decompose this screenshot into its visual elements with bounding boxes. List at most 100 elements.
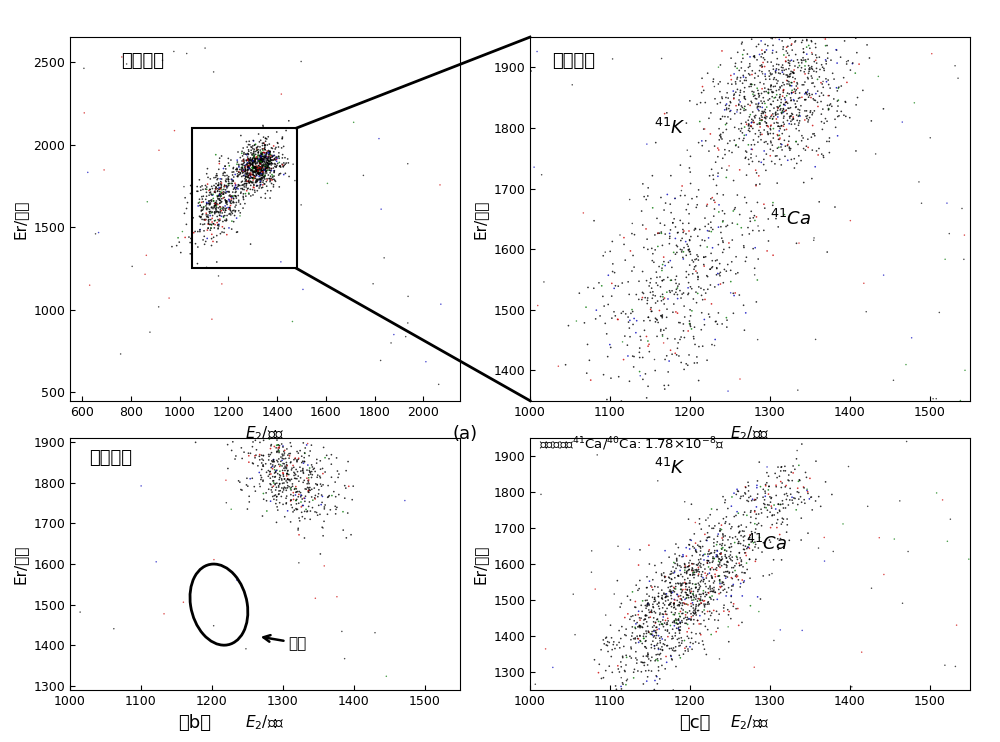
- Point: [228, 190, 244, 202]
- Point: [674, 578, 690, 590]
- Point: [688, 603, 704, 614]
- Point: [623, 402, 639, 414]
- Point: [684, 562, 700, 574]
- Point: [583, 566, 599, 578]
- Point: [612, 601, 628, 613]
- Point: [289, 456, 305, 467]
- Point: [341, 480, 357, 492]
- Point: [231, 165, 247, 177]
- Point: [779, 513, 795, 525]
- Point: [675, 246, 691, 257]
- Point: [241, 490, 257, 502]
- Point: [731, 537, 747, 549]
- Point: [947, 60, 963, 72]
- Point: [746, 50, 762, 62]
- Point: [257, 140, 273, 152]
- Point: [819, 76, 835, 88]
- Y-axis label: Er/道数: Er/道数: [473, 199, 488, 239]
- Point: [244, 154, 260, 165]
- Point: [681, 269, 697, 280]
- Point: [243, 159, 259, 171]
- Point: [239, 473, 255, 485]
- Point: [707, 563, 723, 575]
- Point: [781, 475, 797, 487]
- Point: [799, 42, 815, 53]
- Point: [213, 177, 229, 189]
- Point: [724, 234, 740, 246]
- Point: [247, 162, 263, 174]
- Point: [756, 105, 772, 117]
- Point: [259, 162, 275, 174]
- Point: [658, 588, 674, 600]
- Point: [288, 464, 304, 476]
- Point: [219, 182, 235, 194]
- Point: [656, 204, 672, 216]
- Point: [247, 172, 263, 184]
- Point: [682, 554, 698, 566]
- Point: [267, 160, 283, 172]
- Point: [240, 166, 256, 178]
- Point: [746, 116, 762, 128]
- Point: [239, 168, 255, 180]
- Point: [258, 151, 274, 163]
- Point: [275, 440, 291, 452]
- Point: [239, 176, 255, 188]
- Point: [664, 653, 680, 665]
- Point: [704, 607, 720, 619]
- Point: [635, 678, 651, 690]
- Point: [788, 80, 804, 92]
- Point: [736, 133, 752, 145]
- Point: [661, 643, 677, 654]
- Point: [255, 165, 271, 177]
- Point: [660, 615, 676, 627]
- Point: [685, 578, 701, 590]
- Point: [714, 554, 730, 566]
- Point: [802, 111, 818, 123]
- Point: [200, 211, 216, 223]
- Point: [255, 147, 271, 159]
- Point: [218, 215, 234, 227]
- Point: [691, 568, 707, 580]
- Point: [785, 467, 801, 479]
- Point: [696, 123, 712, 135]
- Point: [751, 456, 767, 468]
- Point: [819, 136, 835, 148]
- Point: [259, 167, 275, 179]
- Point: [262, 156, 278, 168]
- Point: [247, 450, 263, 462]
- Point: [264, 157, 280, 169]
- Point: [662, 581, 678, 593]
- Point: [216, 191, 232, 203]
- Point: [777, 92, 793, 104]
- Point: [751, 605, 767, 617]
- Point: [251, 171, 267, 183]
- Point: [239, 159, 255, 171]
- Point: [805, 119, 821, 131]
- Point: [227, 186, 243, 198]
- Point: [658, 575, 674, 587]
- Point: [711, 555, 727, 567]
- Point: [265, 170, 281, 182]
- Point: [776, 112, 792, 124]
- Point: [701, 226, 717, 237]
- Point: [768, 113, 784, 125]
- Point: [236, 181, 252, 193]
- Point: [282, 447, 298, 459]
- Point: [824, 488, 840, 500]
- Point: [636, 242, 652, 254]
- Point: [253, 148, 269, 160]
- Point: [640, 647, 656, 659]
- Point: [202, 183, 218, 195]
- Point: [255, 160, 271, 171]
- Point: [256, 178, 272, 190]
- Point: [218, 176, 234, 188]
- Point: [258, 151, 274, 162]
- Point: [700, 271, 716, 283]
- Point: [786, 64, 802, 76]
- Point: [304, 502, 320, 513]
- Point: [258, 135, 274, 147]
- Point: [735, 539, 751, 551]
- Point: [245, 159, 261, 171]
- Point: [704, 503, 720, 515]
- Point: [747, 112, 763, 124]
